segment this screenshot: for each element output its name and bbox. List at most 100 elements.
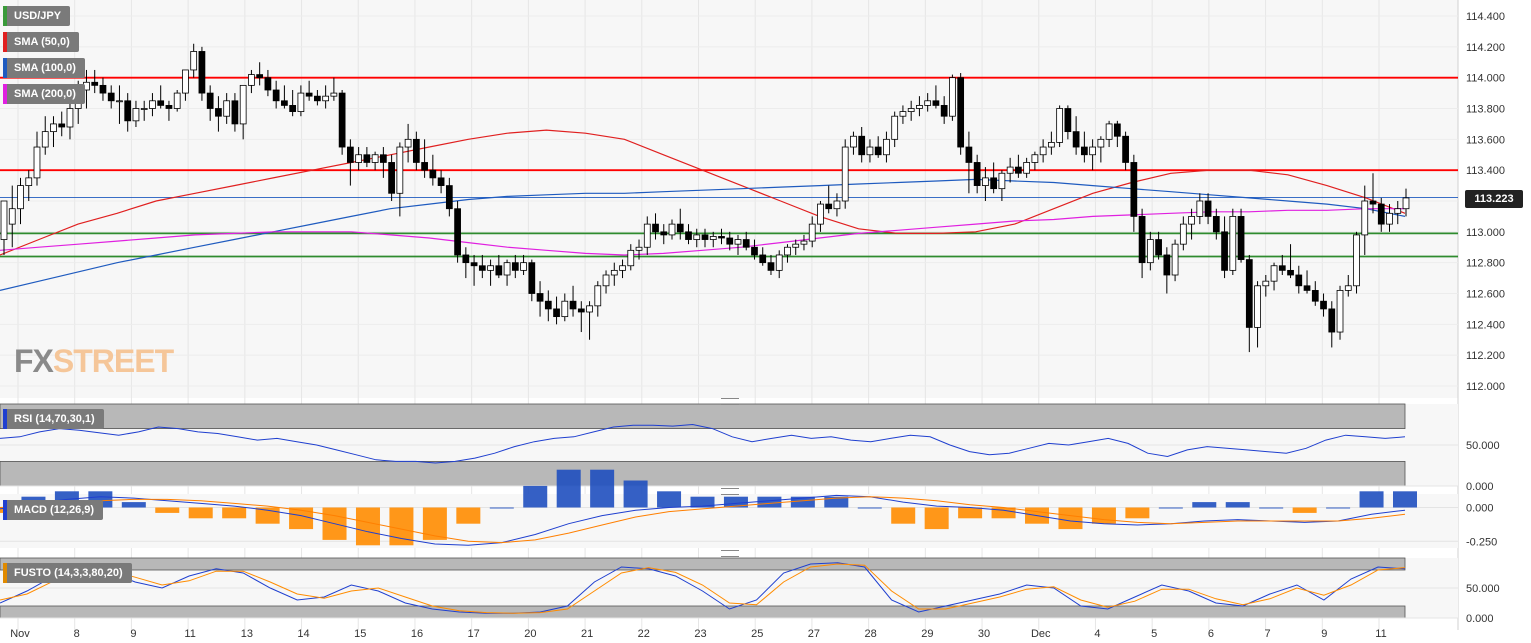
candle[interactable] (495, 254, 503, 279)
candle[interactable] (866, 139, 874, 163)
candle[interactable] (800, 234, 808, 251)
candle[interactable] (932, 85, 940, 109)
candle[interactable] (363, 147, 371, 168)
candle[interactable] (949, 74, 956, 121)
candle[interactable] (767, 254, 775, 275)
candle[interactable] (973, 154, 981, 194)
candle[interactable] (528, 259, 536, 302)
candle[interactable] (536, 281, 544, 317)
candle[interactable] (676, 208, 684, 240)
candle[interactable] (264, 69, 272, 97)
candle[interactable] (1056, 105, 1063, 148)
rsi-panel[interactable]: 50.000 0.000 (0, 403, 1500, 493)
candle[interactable] (1105, 120, 1113, 148)
candle[interactable] (149, 93, 156, 117)
candle[interactable] (916, 96, 923, 117)
candle[interactable] (577, 301, 585, 333)
candle[interactable] (899, 105, 907, 124)
candle[interactable] (751, 239, 758, 260)
candle[interactable] (165, 100, 173, 121)
candle[interactable] (924, 93, 932, 112)
candle[interactable] (1031, 151, 1039, 171)
candle[interactable] (1328, 301, 1336, 348)
candle[interactable] (50, 116, 57, 148)
candle[interactable] (817, 201, 824, 232)
candle[interactable] (635, 239, 643, 260)
candle[interactable] (957, 73, 965, 155)
candle[interactable] (1278, 254, 1286, 275)
candle[interactable] (1179, 216, 1187, 251)
panel-resize-handle-rsi[interactable] (721, 398, 739, 405)
candle[interactable] (784, 244, 791, 263)
candle[interactable] (643, 216, 651, 255)
candle[interactable] (1336, 285, 1344, 340)
candle[interactable] (990, 162, 998, 194)
candle[interactable] (107, 85, 115, 109)
candle[interactable] (850, 131, 857, 155)
candle[interactable] (998, 170, 1006, 201)
candle[interactable] (858, 127, 866, 163)
candle[interactable] (124, 93, 132, 132)
candle[interactable] (322, 85, 330, 109)
candle[interactable] (883, 131, 890, 163)
candle[interactable] (1295, 265, 1303, 294)
candle[interactable] (759, 247, 767, 266)
candle[interactable] (1015, 154, 1022, 178)
candle[interactable] (157, 85, 165, 109)
candle[interactable] (66, 100, 74, 140)
candle[interactable] (1221, 216, 1228, 279)
candle[interactable] (173, 90, 181, 112)
candle[interactable] (660, 224, 668, 245)
candle[interactable] (1204, 193, 1212, 225)
candle[interactable] (742, 231, 750, 251)
candle[interactable] (58, 111, 66, 137)
candle[interactable] (33, 131, 41, 186)
candle[interactable] (1344, 275, 1352, 297)
candle[interactable] (1245, 254, 1253, 353)
candle[interactable] (685, 224, 692, 245)
candle[interactable] (215, 96, 222, 132)
candle[interactable] (281, 85, 288, 109)
legend-sma200[interactable]: SMA (200,0) (3, 84, 85, 104)
candle[interactable] (808, 216, 816, 248)
price-panel[interactable]: 114.400 114.200 114.000 113.800 113.600 113.4… (0, 11, 1505, 393)
candle[interactable] (17, 177, 24, 225)
candle[interactable] (132, 100, 140, 127)
candle[interactable] (140, 100, 148, 121)
candle[interactable] (718, 228, 725, 245)
candle[interactable] (1130, 154, 1138, 232)
candle[interactable] (1229, 208, 1237, 275)
candle[interactable] (198, 46, 206, 101)
candle[interactable] (1097, 136, 1105, 163)
candle[interactable] (965, 131, 973, 194)
candle[interactable] (1113, 120, 1121, 148)
candle[interactable] (478, 254, 486, 279)
candle[interactable] (437, 170, 445, 194)
candle[interactable] (1171, 239, 1179, 282)
fusto-panel[interactable]: 50.000 0.000 (0, 557, 1500, 625)
candle[interactable] (404, 123, 412, 163)
candle[interactable] (569, 285, 577, 317)
legend-sma50[interactable]: SMA (50,0) (3, 32, 79, 52)
candle[interactable] (553, 296, 560, 325)
candle[interactable] (355, 147, 362, 171)
candle[interactable] (874, 136, 882, 158)
candle[interactable] (619, 259, 626, 279)
candle[interactable] (1072, 116, 1080, 155)
candle[interactable] (289, 90, 297, 117)
candle[interactable] (429, 154, 437, 186)
candle[interactable] (371, 151, 379, 171)
candle[interactable] (1163, 247, 1171, 294)
candle[interactable] (701, 228, 709, 248)
candle[interactable] (520, 254, 527, 275)
candle[interactable] (511, 254, 519, 279)
panel-resize-handle-fusto[interactable] (721, 550, 739, 557)
candle[interactable] (116, 85, 123, 124)
candle[interactable] (338, 90, 346, 155)
candle[interactable] (297, 85, 305, 117)
candle[interactable] (347, 139, 354, 186)
candle[interactable] (544, 290, 552, 322)
candle[interactable] (487, 259, 494, 286)
candle[interactable] (1270, 262, 1278, 291)
candle[interactable] (1212, 208, 1220, 240)
